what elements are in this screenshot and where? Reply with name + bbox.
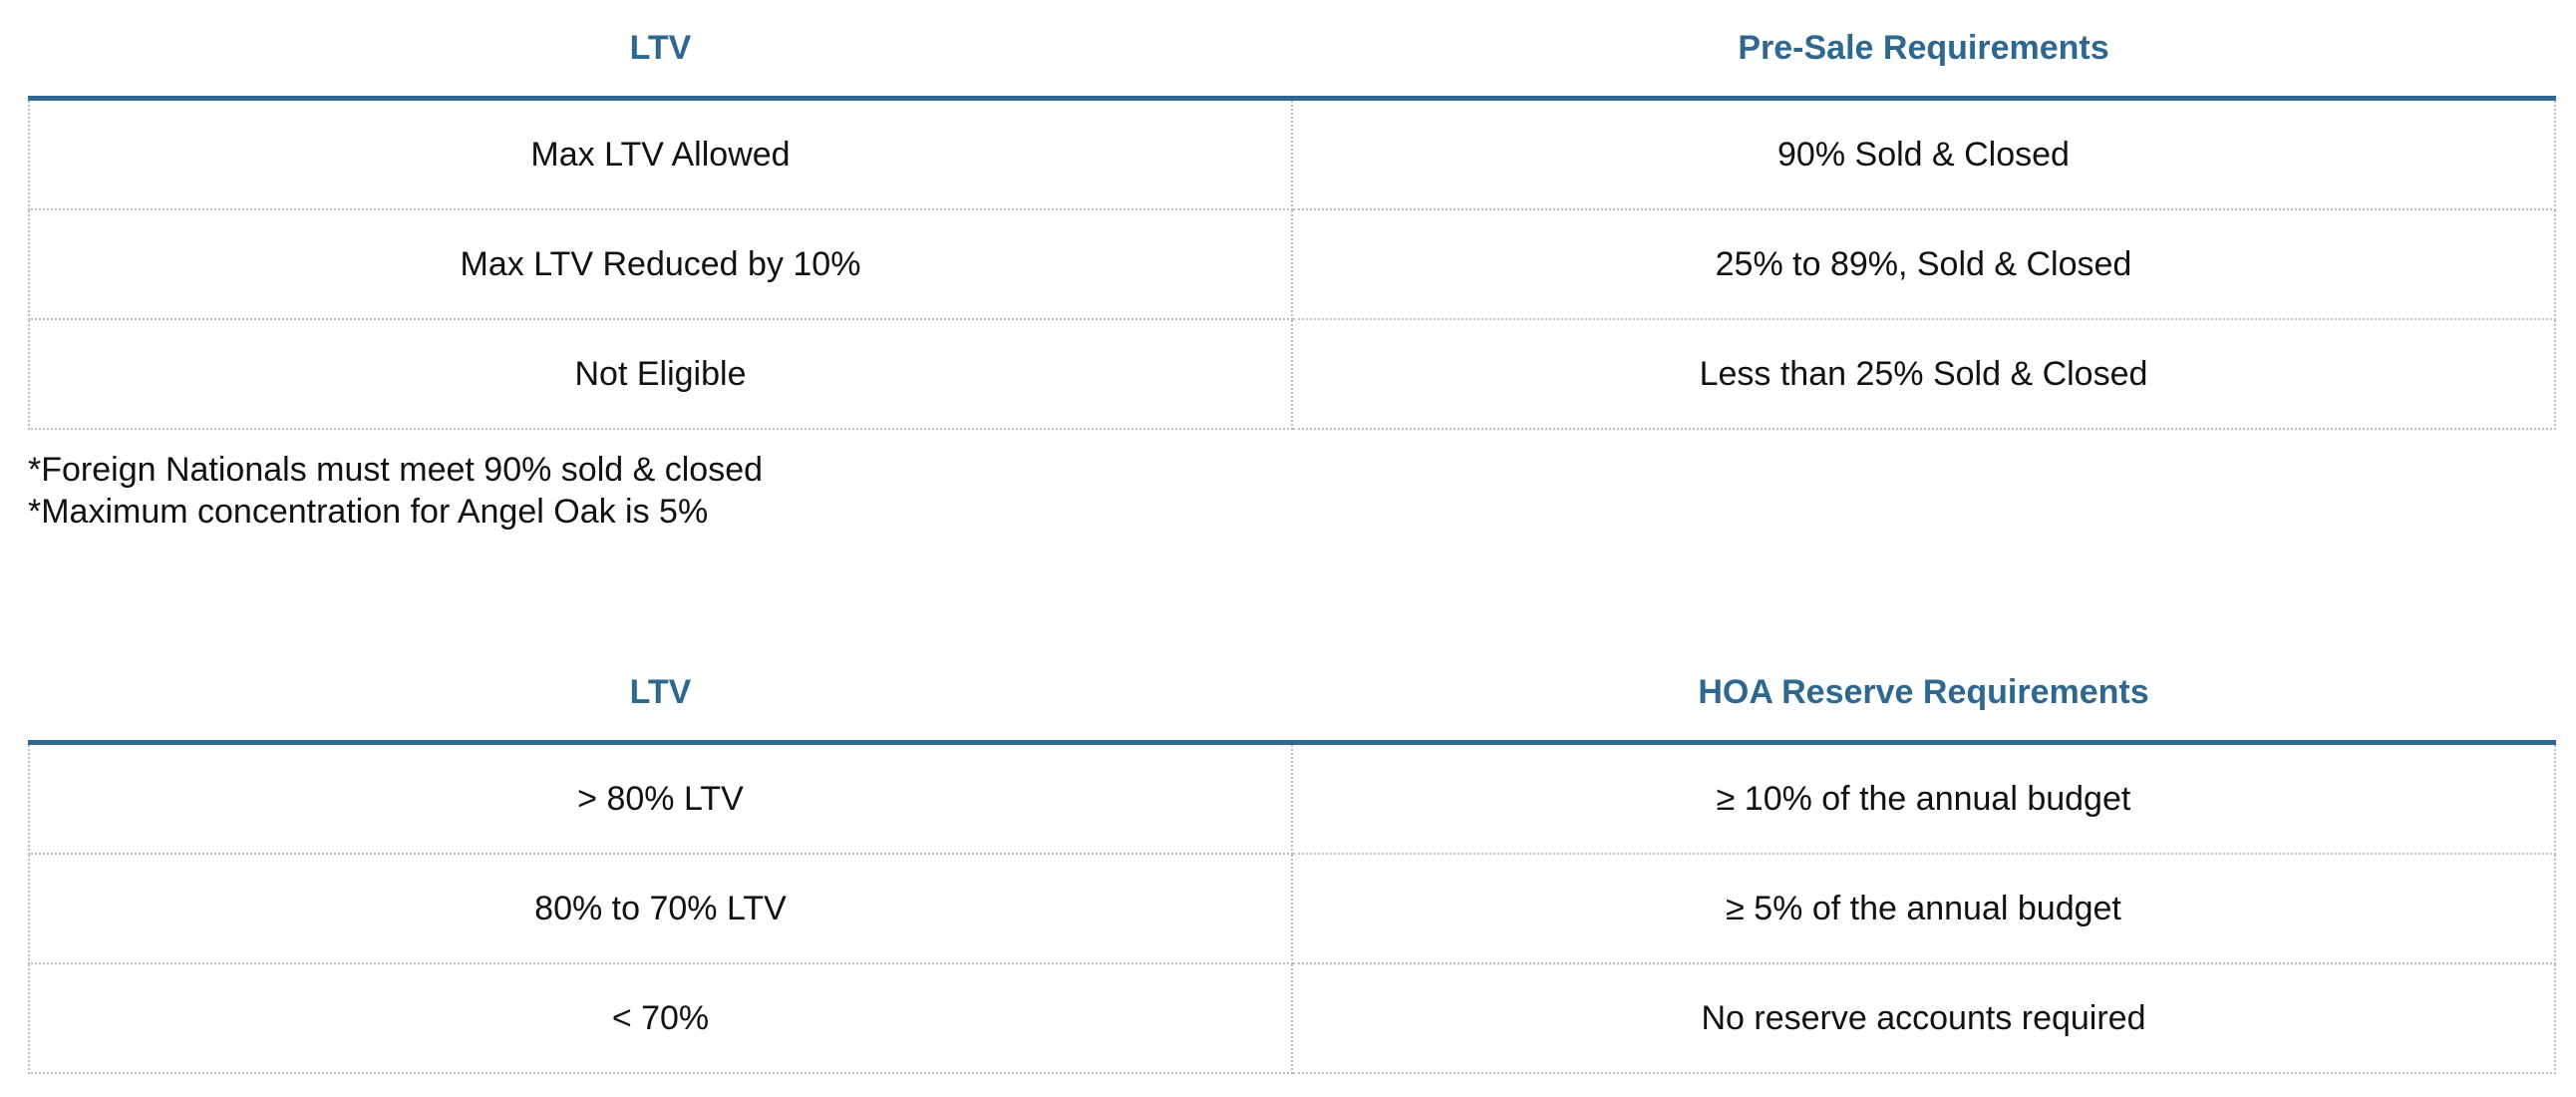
table-row: Max LTV Reduced by 10% 25% to 89%, Sold … <box>28 209 2556 320</box>
column-header-ltv: LTV <box>29 0 1292 101</box>
table-header-row: LTV HOA Reserve Requirements <box>29 644 2555 745</box>
table-cell-requirement: 25% to 89%, Sold & Closed <box>1291 209 2556 320</box>
table-cell-ltv: Max LTV Allowed <box>28 98 1293 210</box>
footnotes: *Foreign Nationals must meet 90% sold & … <box>28 449 763 533</box>
table-cell-requirement: 90% Sold & Closed <box>1291 98 2556 210</box>
table-cell-ltv: Not Eligible <box>28 319 1293 430</box>
table-cell-ltv: 80% to 70% LTV <box>28 854 1293 964</box>
column-header-hoa-reserve-requirements: HOA Reserve Requirements <box>1292 644 2555 745</box>
column-header-ltv: LTV <box>29 644 1292 745</box>
table-row: 80% to 70% LTV ≥ 5% of the annual budget <box>28 854 2556 964</box>
table-cell-requirement: Less than 25% Sold & Closed <box>1291 319 2556 430</box>
table-cell-ltv: < 70% <box>28 963 1293 1074</box>
table-cell-requirement: No reserve accounts required <box>1291 963 2556 1074</box>
table-cell-requirement: ≥ 10% of the annual budget <box>1291 742 2556 855</box>
table-cell-ltv: > 80% LTV <box>28 742 1293 855</box>
table-row: Not Eligible Less than 25% Sold & Closed <box>28 319 2556 430</box>
table-row: > 80% LTV ≥ 10% of the annual budget <box>28 742 2556 855</box>
table-header-row: LTV Pre-Sale Requirements <box>29 0 2555 101</box>
column-header-presale-requirements: Pre-Sale Requirements <box>1292 0 2555 101</box>
table-cell-ltv: Max LTV Reduced by 10% <box>28 209 1293 320</box>
hoa-reserve-requirements-table: LTV HOA Reserve Requirements > 80% LTV ≥… <box>28 644 2556 1074</box>
table-row: < 70% No reserve accounts required <box>28 963 2556 1074</box>
table-row: Max LTV Allowed 90% Sold & Closed <box>28 98 2556 210</box>
table-cell-requirement: ≥ 5% of the annual budget <box>1291 854 2556 964</box>
presale-requirements-table: LTV Pre-Sale Requirements Max LTV Allowe… <box>28 0 2556 430</box>
footnote-max-concentration: *Maximum concentration for Angel Oak is … <box>28 493 709 531</box>
footnote-foreign-nationals: *Foreign Nationals must meet 90% sold & … <box>28 451 764 489</box>
